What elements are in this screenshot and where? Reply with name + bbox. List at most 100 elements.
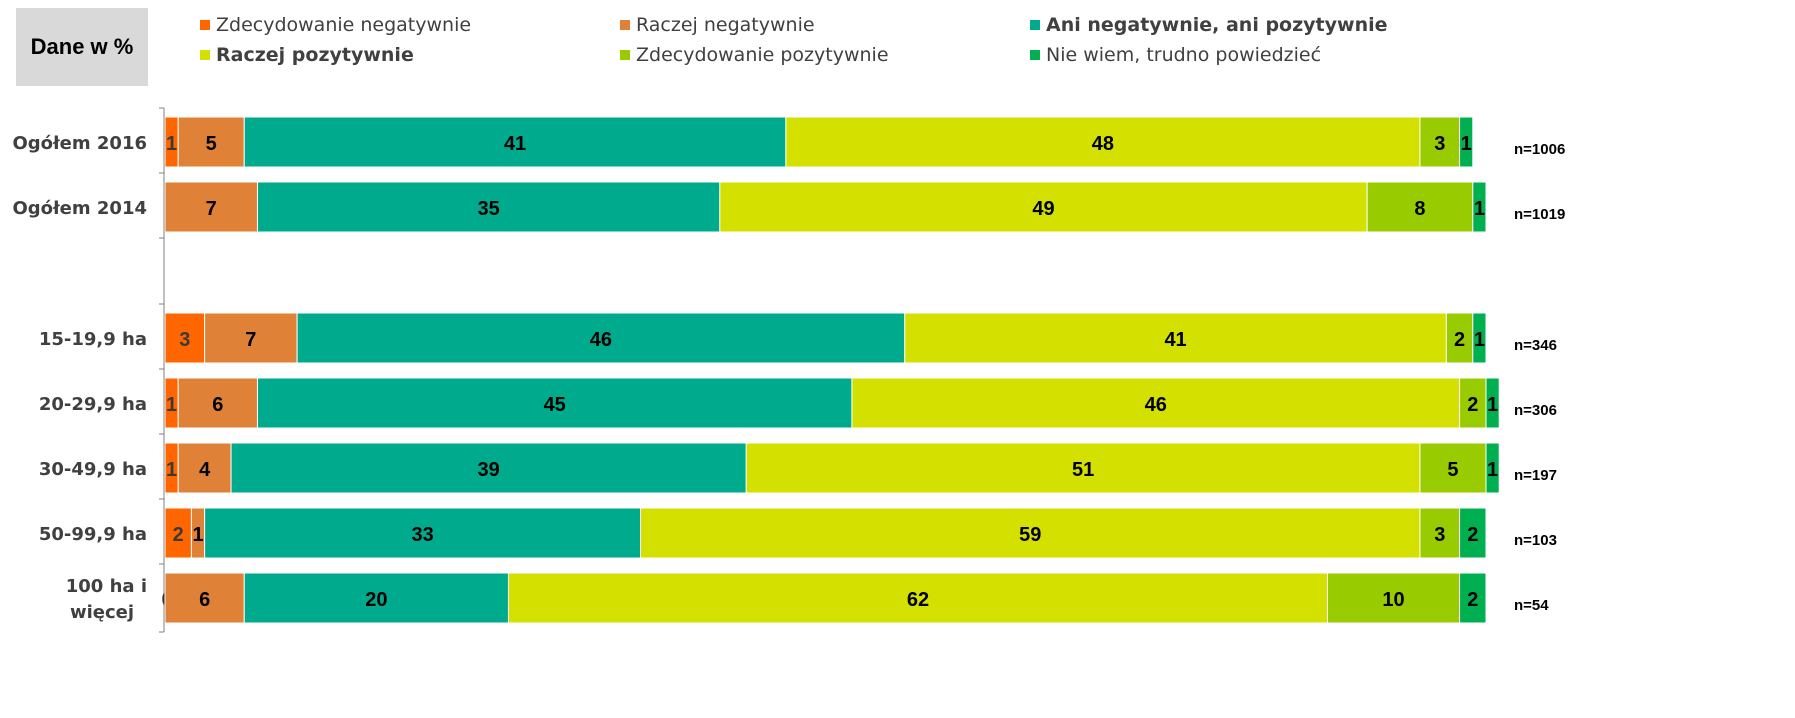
- legend-swatch: [1030, 20, 1040, 30]
- legend-swatch: [200, 20, 210, 30]
- bar-segment: [204, 507, 642, 559]
- bar-value-label: 5: [1447, 459, 1458, 481]
- sample-size-label: n=1019: [1514, 206, 1565, 223]
- bar-value-label: 59: [1019, 524, 1041, 546]
- legend-label: Zdecydowanie negatywnie: [216, 14, 472, 36]
- bar-value-label: 46: [590, 329, 612, 351]
- category-label: 15-19,9 ha: [39, 329, 147, 350]
- bar-segment: [719, 181, 1368, 233]
- bar-value-label: 6: [212, 394, 223, 416]
- bar-segment: [1326, 572, 1461, 624]
- data-unit-label: Dane w %: [30, 34, 134, 59]
- bar-value-label: 41: [504, 133, 526, 155]
- sample-size-label: n=306: [1514, 402, 1557, 419]
- legend-swatch: [620, 20, 630, 30]
- bar-segment: [1419, 507, 1461, 559]
- bar-segment: [1459, 377, 1487, 429]
- bar-segment: [177, 116, 245, 168]
- bar-segment: [1419, 442, 1487, 494]
- bar-value-label: 2: [173, 524, 184, 546]
- category-label: 100 ha i więcej: [66, 576, 147, 623]
- bar-segment: [296, 312, 906, 364]
- bar-value-label: 10: [1382, 589, 1404, 611]
- bar-value-label: 1: [1487, 459, 1498, 481]
- category-label: Ogółem 2014: [12, 198, 147, 219]
- legend-item: Ani negatywnie, ani pozytywnie: [1030, 14, 1388, 36]
- legend-item: Raczej negatywnie: [620, 14, 815, 36]
- bar-value-label: 49: [1032, 198, 1054, 220]
- bar-value-label: 1: [1461, 133, 1472, 155]
- bar-segment: [243, 572, 509, 624]
- legend-label: Ani negatywnie, ani pozytywnie: [1046, 14, 1388, 36]
- bar-value-label: 45: [544, 394, 566, 416]
- bar-segment: [1472, 312, 1487, 364]
- bar-value-label: 6: [199, 589, 210, 611]
- bar-value-label: 39: [478, 459, 500, 481]
- sample-size-label: n=1006: [1514, 141, 1565, 158]
- bar-value-label: 3: [1434, 133, 1445, 155]
- bar-value-label: 48: [1092, 133, 1114, 155]
- legend-label: Raczej negatywnie: [636, 14, 815, 36]
- legend-item: Raczej pozytywnie: [200, 44, 414, 66]
- bar-segment: [164, 507, 192, 559]
- category-label: 50-99,9 ha: [39, 524, 147, 545]
- bar-segment: [1459, 116, 1474, 168]
- bar-value-label: 62: [907, 589, 929, 611]
- legend-label: Nie wiem, trudno powiedzieć: [1046, 44, 1322, 66]
- bar-value-label: 1: [1474, 329, 1485, 351]
- bar-value-label: 5: [206, 133, 217, 155]
- bar-segment: [1445, 312, 1474, 364]
- bar-segment: [1485, 442, 1500, 494]
- bar-segment: [640, 507, 1421, 559]
- legend-label: Zdecydowanie pozytywnie: [636, 44, 889, 66]
- bar-value-label: 46: [1145, 394, 1167, 416]
- sample-size-label: n=197: [1514, 467, 1557, 484]
- bar-value-label: 2: [1467, 394, 1478, 416]
- legend-item: Zdecydowanie pozytywnie: [620, 44, 889, 66]
- legend-item: Nie wiem, trudno powiedzieć: [1030, 44, 1321, 66]
- bar-value-label: 1: [166, 133, 177, 155]
- bar-value-label: 41: [1164, 329, 1186, 351]
- bar-value-label: 3: [179, 329, 190, 351]
- sample-size-label: n=54: [1514, 597, 1549, 614]
- bar-segment: [1472, 181, 1487, 233]
- bar-value-label: 1: [192, 524, 203, 546]
- legend-swatch: [620, 50, 630, 60]
- bar-value-label: 8: [1414, 198, 1425, 220]
- bar-value-label: 20: [365, 589, 387, 611]
- bar-value-label: 2: [1467, 524, 1478, 546]
- bar-segment: [204, 312, 298, 364]
- category-label: Ogółem 2016: [12, 133, 147, 154]
- data-unit-badge: Dane w %: [16, 8, 148, 86]
- bar-segment: [230, 442, 747, 494]
- bar-segment: [904, 312, 1447, 364]
- bar-value-label: 51: [1072, 459, 1094, 481]
- sample-size-label: n=346: [1514, 337, 1557, 354]
- bar-segment: [851, 377, 1461, 429]
- legend-label: Raczej pozytywnie: [216, 44, 414, 66]
- bar-value-label: 3: [1434, 524, 1445, 546]
- bar-segment: [1366, 181, 1474, 233]
- bar-segment: [256, 377, 853, 429]
- category-label: 30-49,9 ha: [39, 459, 147, 480]
- bar-value-label: 4: [199, 459, 211, 481]
- bar-segment: [164, 312, 206, 364]
- chart-legend: Zdecydowanie negatywnie Raczej negatywnie…: [200, 14, 1440, 74]
- bar-segment: [164, 572, 245, 624]
- legend-swatch: [1030, 50, 1040, 60]
- bar-segment: [1485, 377, 1500, 429]
- bar-value-label: 33: [411, 524, 433, 546]
- bar-value-label: 2: [1454, 329, 1465, 351]
- bar-value-label: 35: [478, 198, 500, 220]
- bar-segment: [164, 181, 258, 233]
- bar-value-label: 1: [166, 459, 177, 481]
- bar-segment: [507, 572, 1328, 624]
- bar-value-label: 1: [1487, 394, 1498, 416]
- bar-segment: [177, 442, 232, 494]
- bar-value-label: 1: [166, 394, 177, 416]
- bar-segment: [256, 181, 721, 233]
- bar-segment: [1459, 572, 1487, 624]
- legend-swatch: [200, 50, 210, 60]
- bar-segment: [1459, 507, 1487, 559]
